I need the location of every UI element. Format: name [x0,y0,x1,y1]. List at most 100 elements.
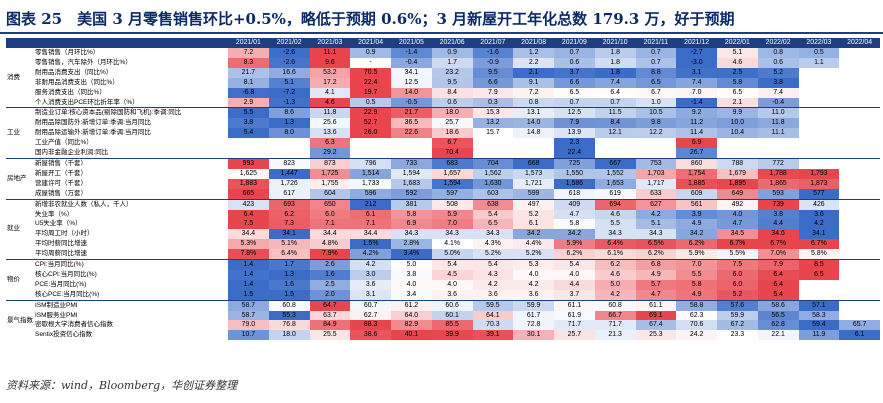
value-cell: 88.3 [350,320,391,331]
column-header: 2022/01 [717,38,758,48]
value-cell: -1.3 [268,97,310,108]
table-row: 个人消费支出PCE环比折年率（%） 2.9 -1.3 4.6 0.5 -0.5 0.6 0.3… [6,97,880,108]
value-cell: 0.7 [635,48,677,58]
value-cell: 30.1 [513,330,554,341]
value-cell: 5.7 [635,279,677,290]
table-row: PCE:当月同比(%) 1.4 1.6 2.5 3.6 4.0 4.0 4.2 4.2 4.4 5.… [6,279,880,290]
value-cell: 2.3 [554,138,595,149]
value-cell: 4.4% [513,239,554,250]
value-cell: 5.2% [472,249,514,260]
value-cell: 603 [472,188,514,200]
value-cell: 3.6 [798,209,840,220]
table-row: 国内非金融企业利润:同比 29.2 70.4 22.4 26.7 [6,148,880,159]
row-label: 零售销售，汽车除外（月环比%） [35,58,132,66]
header-corner [6,38,34,48]
value-cell: 60.8 [268,299,310,311]
value-cell: 6.4% [268,249,310,260]
source-note: 资料来源：wind，Bloomberg，华创证券整理 [6,379,238,392]
value-cell: 609 [676,188,717,200]
table-row: 耐用品除运输外:新增订单:季调:当月同比 5.4 8.0 13.6 26.0 22.6 18… [6,128,880,139]
value-cell [391,148,432,158]
value-cell: 25.6 [309,118,351,129]
value-cell [758,138,799,148]
value-cell: 596 [350,188,391,200]
value-cell: 5.3 [513,259,554,270]
value-cell: 26.0 [350,128,391,139]
category-label: 消费 [7,73,20,81]
value-cell [839,107,880,119]
value-cell: 7.0 [676,87,717,98]
value-cell: 13.6 [309,128,351,139]
value-cell: 3.6 [513,289,554,301]
table-row: 房地产 新屋销售（千套） 993 823 873 796 733 683 704 668 725 66… [6,157,880,200]
column-header: 2022/03 [798,38,840,48]
value-cell: -3.0 [676,57,717,68]
value-cell: 8.1 [228,77,269,88]
value-cell: 1.8 [594,48,636,58]
value-cell [513,148,554,158]
value-cell: 6.4 [228,209,269,220]
value-cell: 597 [431,188,473,200]
value-cell: 1.6 [309,269,351,280]
column-header: 2021/03 [309,38,351,48]
value-cell: 650 [309,198,351,210]
value-cell [839,68,880,78]
value-cell: 10.7 [228,330,269,341]
row-label: 新屋销售（千套） [34,157,228,169]
value-cell [350,148,391,158]
value-cell: 11.2 [676,118,717,129]
value-cell: 638 [472,198,514,210]
column-header: 2021/04 [350,38,391,48]
table-row: 成屋销售（万套） 665 617 604 596 592 597 603 599 618 619 63… [6,188,880,200]
value-cell: 5.4 [472,259,514,270]
value-cell: -1.4 [676,97,717,108]
value-cell: 6.0 [717,279,758,290]
value-cell: 21.7 [228,67,269,78]
value-cell: 1,885 [676,178,717,189]
value-cell: 0.7 [554,97,595,108]
value-cell: 12.5 [391,77,432,88]
value-cell: 0.8 [513,97,554,108]
row-label: 新屋开工（千套） [35,169,87,177]
value-cell: 725 [554,157,595,169]
value-cell: 58.7 [228,299,269,311]
value-cell: 7.8% [228,249,269,260]
value-cell: 14.0 [391,87,432,98]
value-cell [717,138,758,148]
value-cell: 58.7 [228,310,269,321]
value-cell: 34.2 [554,229,595,240]
data-table: 2021/01 2021/02 2021/03 2021/04 2021/05 2021/… [6,38,880,341]
value-cell: 76.8 [268,320,310,331]
value-cell: 2.8% [391,239,432,250]
value-cell [799,78,840,88]
value-cell: 12.1 [594,128,636,139]
value-cell: 11.4 [676,128,717,139]
value-cell: 633 [635,188,677,200]
value-cell: 59.5 [472,299,514,311]
column-header: 2021/05 [391,38,432,48]
value-cell: 3.7 [554,67,595,78]
value-cell: 619 [594,188,636,200]
value-cell: 1,683 [391,178,432,189]
value-cell: 5.3% [228,239,269,250]
value-cell: 8.8 [635,67,677,78]
value-cell: 5.2 [757,67,799,78]
value-cell: 71.7 [594,320,636,331]
value-cell: 9.5 [472,67,514,78]
value-cell: 5.1% [268,239,310,250]
row-label: Sentix投资信心指数 [35,331,93,339]
value-cell: 8.3 [228,57,269,68]
value-cell: 5.4 [757,289,799,301]
value-cell [839,270,880,280]
value-cell: 9.9 [717,107,758,119]
value-cell: 14.0 [513,118,554,129]
value-cell: -6.8 [228,87,269,98]
value-cell: 22.6 [391,128,432,139]
value-cell: 3.8 [757,209,799,220]
row-label: 个人消费支出PCE环比折年率（%） [35,98,139,106]
value-cell [839,259,880,270]
value-cell: 5.8 [717,77,758,88]
row-label: 国内非金融企业利润:同比 [35,149,109,157]
value-cell: 63.7 [309,310,351,321]
value-cell: 5.0% [431,249,473,260]
